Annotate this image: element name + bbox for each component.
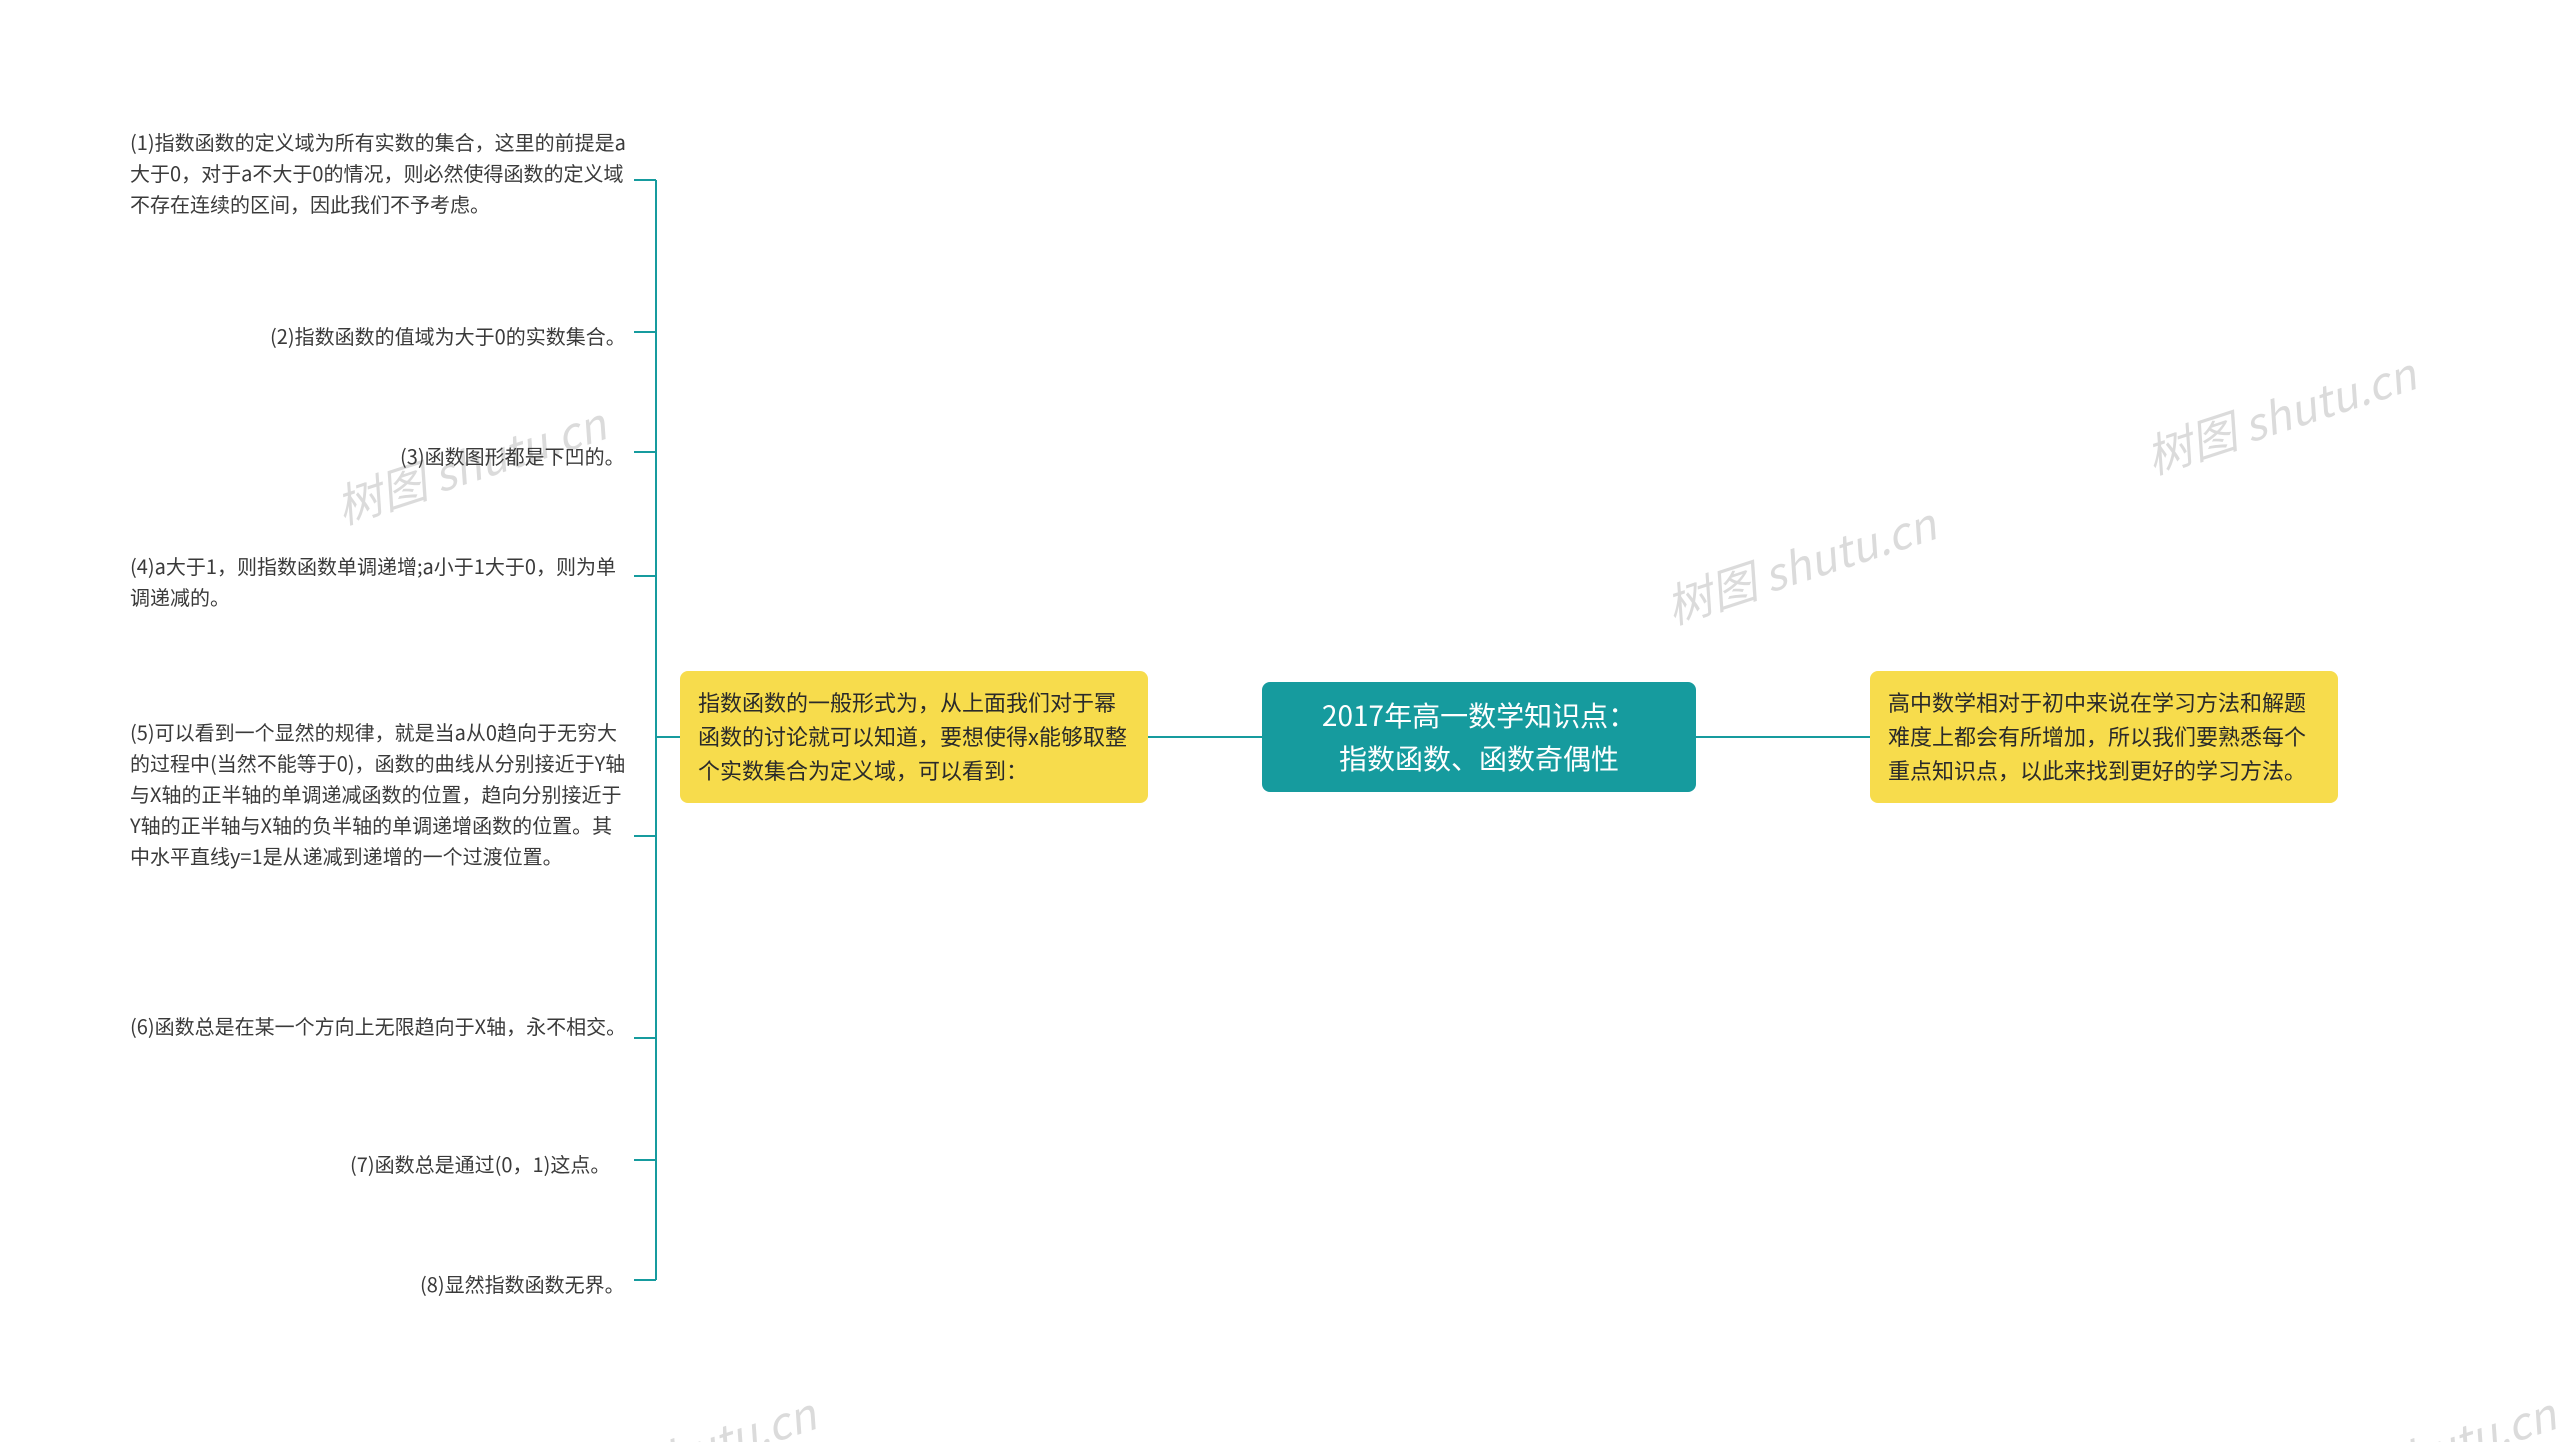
branch-node-right[interactable]: 高中数学相对于初中来说在学习方法和解题难度上都会有所增加，所以我们要熟悉每个重点…: [1870, 671, 2338, 803]
root-node-line2: 指数函数、函数奇偶性: [1339, 737, 1619, 780]
watermark: 树图 shutu.cn: [2137, 338, 2424, 487]
leaf-node[interactable]: (1)指数函数的定义域为所有实数的集合，这里的前提是a大于0，对于a不大于0的情…: [130, 126, 630, 219]
leaf-node[interactable]: (3)函数图形都是下凹的。: [400, 440, 630, 471]
branch-node-left[interactable]: 指数函数的一般形式为，从上面我们对于幂函数的讨论就可以知道，要想使得x能够取整个…: [680, 671, 1148, 803]
mindmap-canvas: 树图 shutu.cn 树图 shutu.cn 树图 shutu.cn 树图 s…: [0, 0, 2560, 1442]
root-node-line1: 2017年高一数学知识点：: [1322, 694, 1636, 737]
watermark: 树图 shutu.cn: [1657, 488, 1944, 637]
watermark: 树图 shutu.cn: [537, 1378, 824, 1442]
root-node[interactable]: 2017年高一数学知识点： 指数函数、函数奇偶性: [1262, 682, 1696, 792]
leaf-node[interactable]: (5)可以看到一个显然的规律，就是当a从0趋向于无穷大的过程中(当然不能等于0)…: [130, 716, 630, 871]
leaf-node[interactable]: (7)函数总是通过(0，1)这点。: [350, 1148, 630, 1179]
leaf-node[interactable]: (4)a大于1，则指数函数单调递增;a小于1大于0，则为单调递减的。: [130, 550, 630, 612]
leaf-node[interactable]: (2)指数函数的值域为大于0的实数集合。: [270, 320, 630, 351]
watermark: 树图 shutu.cn: [2277, 1378, 2560, 1442]
leaf-node[interactable]: (6)函数总是在某一个方向上无限趋向于X轴，永不相交。: [130, 1010, 630, 1041]
leaf-node[interactable]: (8)显然指数函数无界。: [420, 1268, 630, 1299]
